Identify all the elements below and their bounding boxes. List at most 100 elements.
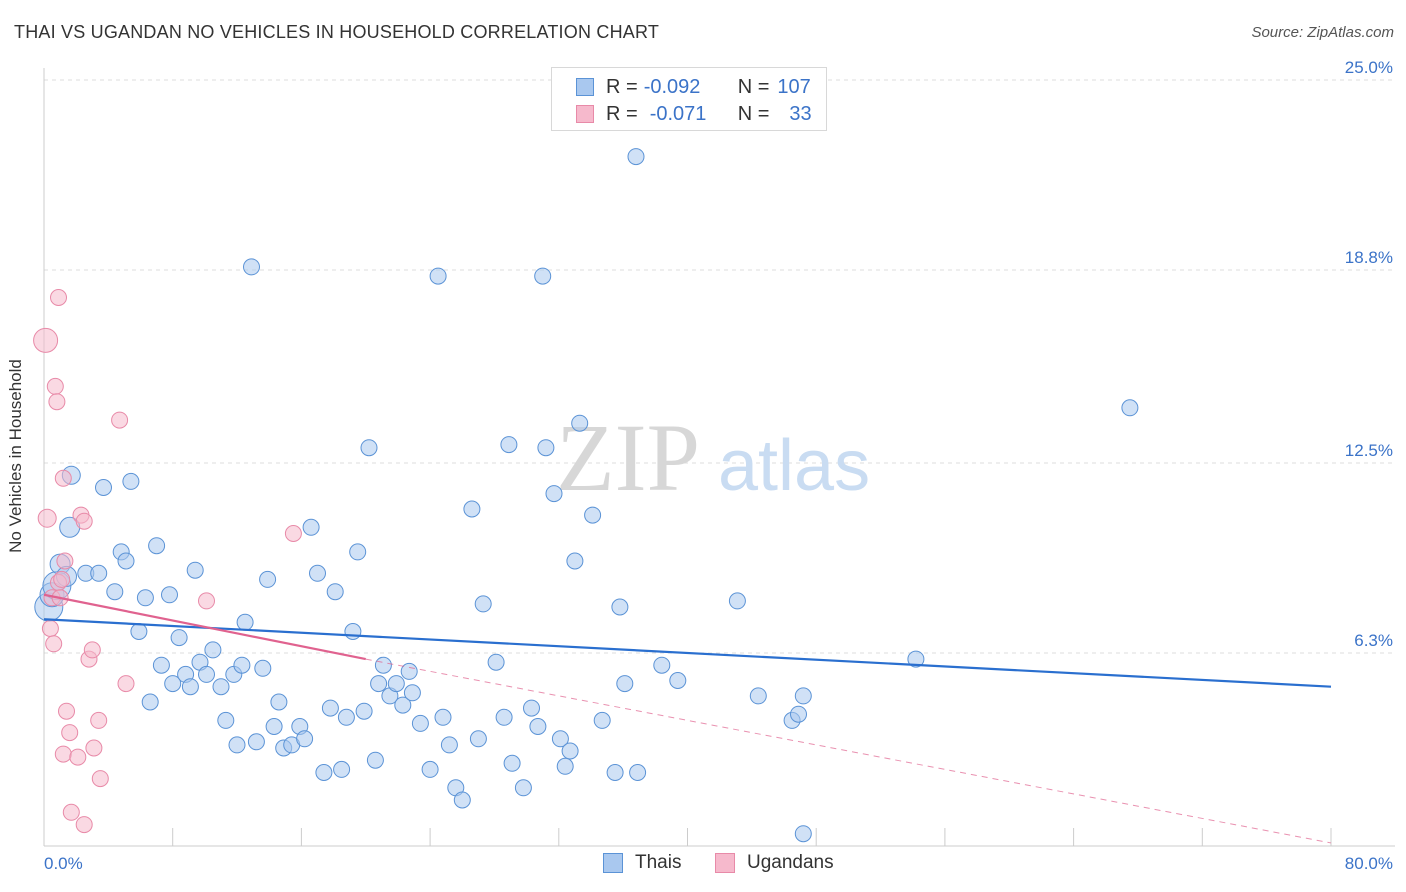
- thai-point: [593, 711, 611, 729]
- thai-point: [421, 760, 439, 778]
- legend-n-label: N =: [737, 75, 770, 98]
- series-legend: Thais Ugandans: [0, 852, 1406, 880]
- thai-point: [170, 629, 188, 647]
- thai-point: [302, 518, 320, 536]
- legend-r-value-ugandans: -0.071: [649, 102, 707, 125]
- thai-point: [523, 699, 540, 717]
- legend-n-value-ugandans: 33: [789, 102, 812, 125]
- ugandan-point: [62, 803, 80, 821]
- ugandan-point: [117, 675, 135, 693]
- thai-point: [474, 595, 492, 613]
- thai-point: [611, 598, 629, 616]
- thai-point: [453, 791, 471, 809]
- thai-point: [463, 500, 481, 518]
- thai-point: [653, 656, 671, 674]
- thai-point: [148, 537, 166, 555]
- thai-point: [669, 672, 687, 689]
- thai-point: [440, 736, 458, 754]
- ugandan-point: [75, 816, 93, 834]
- series-legend-ugandans[interactable]: Ugandans: [715, 852, 834, 874]
- thai-point: [344, 623, 362, 640]
- thai-point: [411, 714, 429, 732]
- ugandan-point: [284, 525, 302, 542]
- thai-point: [254, 659, 272, 677]
- thai-point: [326, 583, 344, 601]
- ugandan-point: [85, 739, 103, 757]
- thai-point: [309, 564, 326, 582]
- trend-lines: [43, 593, 1332, 844]
- legend-r-value-thais: -0.092: [643, 75, 701, 98]
- legend-swatch-ugandans: [576, 105, 594, 123]
- ugandan-point: [69, 748, 87, 766]
- thai-point: [315, 764, 333, 781]
- thai-point: [212, 678, 230, 696]
- thai-point: [387, 675, 405, 693]
- legend-n-value-thais: 107: [777, 75, 811, 98]
- thai-point: [487, 653, 505, 671]
- ugandan-point: [45, 635, 63, 653]
- thai-point: [217, 711, 235, 729]
- thai-point: [529, 718, 547, 735]
- x-tick-label-max: 80.0%: [1345, 854, 1393, 873]
- thai-point: [228, 736, 246, 754]
- thai-point: [584, 506, 602, 524]
- series-swatch-thais: [603, 853, 623, 873]
- legend-r-label: R =: [606, 102, 638, 125]
- chart-title: THAI VS UGANDAN NO VEHICLES IN HOUSEHOLD…: [14, 22, 660, 42]
- thai-point: [500, 436, 518, 454]
- thai-point: [259, 570, 277, 588]
- ugandan-point: [50, 289, 67, 306]
- thai-point: [551, 730, 569, 748]
- axes: [43, 68, 1395, 847]
- legend-n-label: N =: [737, 102, 770, 125]
- thai-point: [130, 623, 148, 640]
- thai-point: [152, 656, 170, 674]
- thai-point: [337, 708, 355, 726]
- ugandan-point: [54, 469, 72, 487]
- y-axis-label: No Vehicles in Household: [6, 359, 25, 553]
- thai-point: [122, 472, 140, 490]
- thai-point: [794, 825, 812, 843]
- source-credit: Source: ZipAtlas.com: [1251, 24, 1394, 41]
- thai-point: [355, 702, 373, 720]
- thai-point: [434, 708, 452, 726]
- thai-point: [106, 583, 124, 601]
- thai-point: [90, 564, 108, 582]
- thai-point: [537, 439, 555, 457]
- y-tick-label: 12.5%: [1345, 441, 1393, 460]
- ugandan-point: [58, 702, 75, 720]
- thai-point: [374, 656, 392, 674]
- thai-point: [629, 764, 647, 781]
- watermark: ZIP atlas: [556, 404, 870, 511]
- tick-labels: 6.3% 12.5% 18.8% 25.0% 0.0% 80.0%: [44, 58, 1393, 873]
- thai-point: [95, 479, 112, 496]
- legend-r-label: R =: [606, 75, 638, 98]
- series-label-thais: Thais: [635, 852, 682, 873]
- series-label-ugandans: Ugandans: [747, 852, 834, 873]
- thai-point: [534, 267, 552, 285]
- y-tick-label: 18.8%: [1345, 248, 1393, 267]
- thai-point: [616, 675, 634, 693]
- thai-point: [606, 764, 624, 781]
- ugandan-point: [198, 592, 215, 610]
- y-tick-label: 6.3%: [1354, 631, 1393, 650]
- thai-point: [181, 678, 199, 696]
- gridlines: [44, 79, 1395, 654]
- thai-trend-line: [43, 618, 1332, 688]
- thai-point: [545, 485, 563, 503]
- thai-point: [233, 656, 251, 674]
- series-legend-thais[interactable]: Thais: [603, 852, 681, 874]
- ugandan-point: [61, 724, 79, 742]
- thai-point: [1121, 399, 1139, 417]
- series-swatch-ugandans: [715, 853, 735, 873]
- thai-point: [571, 414, 589, 432]
- x-tick-label-min: 0.0%: [44, 854, 83, 873]
- thai-point: [429, 267, 447, 285]
- thai-point: [349, 543, 367, 561]
- watermark-atlas: atlas: [718, 426, 870, 506]
- thai-point: [566, 552, 584, 570]
- thai-point: [236, 613, 254, 631]
- thai-point: [265, 718, 283, 735]
- thai-point: [164, 675, 182, 693]
